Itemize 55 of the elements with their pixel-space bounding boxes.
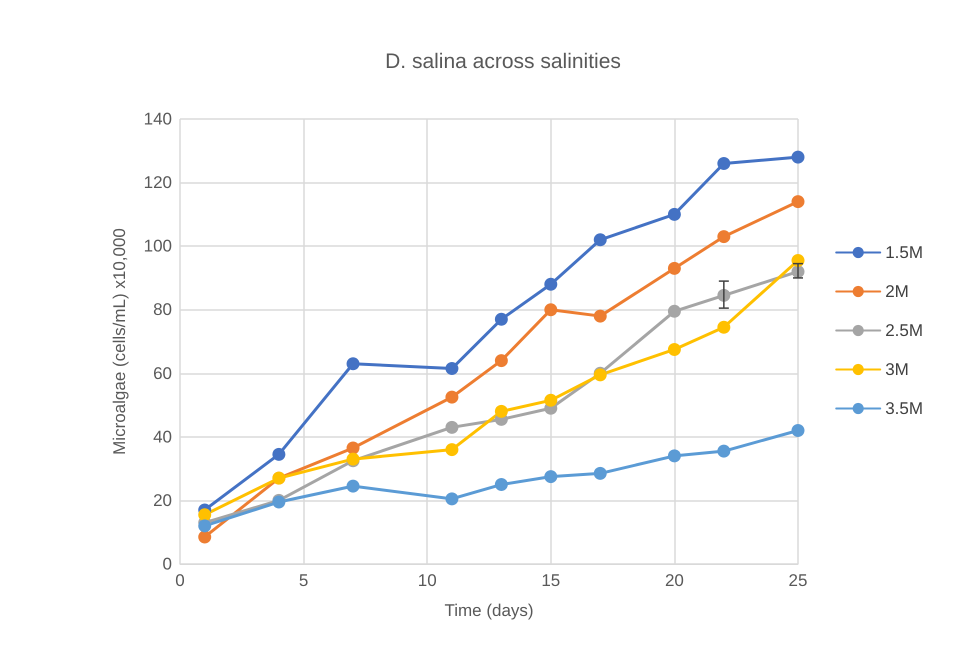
point [346, 357, 360, 370]
y-tick-label: 120 [144, 173, 172, 192]
point [445, 390, 458, 404]
legend-label: 2M [885, 282, 909, 301]
x-tick-label: 15 [541, 571, 560, 590]
point [445, 420, 458, 434]
y-tick-label: 60 [153, 364, 172, 383]
point [445, 492, 458, 506]
legend-label: 2.5M [885, 321, 924, 340]
point [494, 404, 508, 418]
point [594, 466, 607, 480]
y-tick-label: 40 [153, 427, 172, 446]
point [494, 478, 508, 492]
point [668, 449, 681, 462]
point [445, 443, 458, 456]
point [668, 208, 681, 221]
point [717, 320, 730, 334]
point [668, 262, 681, 275]
point [544, 394, 558, 407]
legend-label: 3.5M [885, 399, 924, 418]
point [494, 312, 508, 326]
point [346, 441, 360, 454]
point [792, 195, 804, 208]
point [544, 303, 558, 316]
point [346, 480, 360, 493]
point [594, 310, 607, 323]
x-tick-label: 20 [664, 571, 684, 590]
y-tick-label: 0 [162, 554, 172, 574]
x-axis-title: Time (days) [444, 601, 534, 620]
point [717, 444, 730, 458]
legend-label: 1.5M [885, 243, 924, 262]
point [717, 157, 730, 170]
point [198, 530, 212, 544]
y-tick-label: 20 [153, 490, 172, 510]
x-tick-label: 5 [298, 571, 308, 590]
point [272, 448, 286, 461]
chart-title: D. salina across salinities [385, 50, 621, 73]
x-tick-label: 10 [418, 571, 437, 590]
point [668, 304, 681, 318]
y-tick-label: 140 [144, 110, 172, 128]
point [792, 150, 804, 164]
point [445, 362, 458, 376]
legend-label: 3M [885, 360, 909, 379]
point [544, 278, 558, 291]
y-axis-title: Microalgae (cells/mL) x10,000 [110, 228, 129, 455]
y-tick-label: 100 [144, 236, 172, 256]
y-tick-label: 80 [153, 300, 172, 320]
point [594, 233, 607, 246]
point [544, 470, 558, 484]
point [792, 424, 804, 437]
point [668, 342, 681, 356]
x-tick-label: 25 [788, 571, 808, 590]
point [494, 354, 508, 368]
x-tick-label: 0 [175, 571, 185, 590]
point [717, 230, 730, 244]
